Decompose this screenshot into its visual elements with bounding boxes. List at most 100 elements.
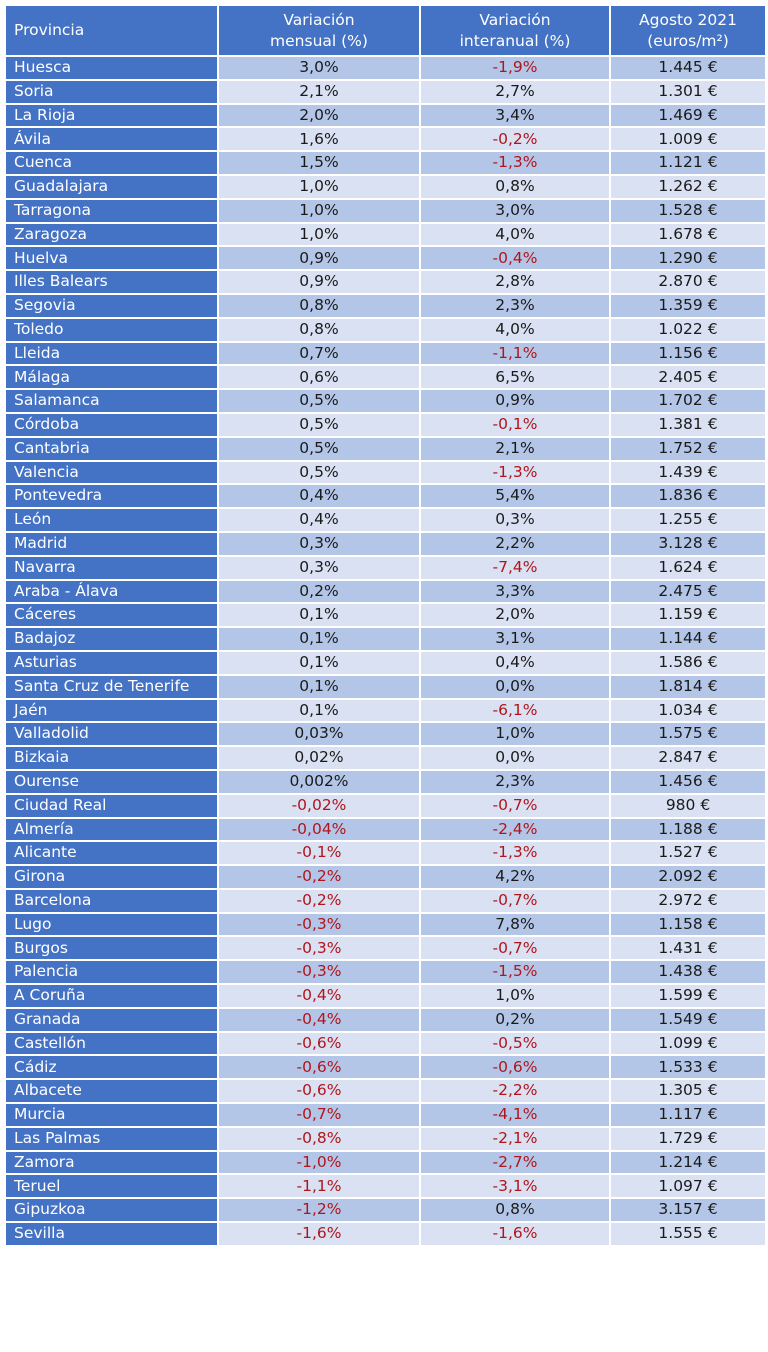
variacion-mensual-cell: -0,4% xyxy=(217,983,421,1009)
variacion-mensual-cell: -1,1% xyxy=(217,1173,421,1200)
header-row: Provincia Variación mensual (%) Variación… xyxy=(4,4,767,57)
provincia-cell: Asturias xyxy=(4,649,219,676)
header-line: (euros/m²) xyxy=(647,31,729,50)
precio-cell: 1.117 € xyxy=(609,1102,767,1128)
variacion-interanual-cell: 5,4% xyxy=(419,483,611,510)
header-line: Variación xyxy=(479,10,551,29)
precio-cell: 3.157 € xyxy=(609,1197,767,1224)
table-row: Granada -0,4% 0,2% 1.549 € xyxy=(4,1006,767,1033)
variacion-interanual-cell: -1,3% xyxy=(419,459,611,486)
variacion-interanual-cell: 7,8% xyxy=(419,911,611,938)
precio-cell: 1.586 € xyxy=(609,649,767,676)
variacion-interanual-cell: 0,9% xyxy=(419,388,611,414)
table-row: Ourense 0,002% 2,3% 1.456 € xyxy=(4,768,767,795)
table-row: Santa Cruz de Tenerife 0,1% 0,0% 1.814 € xyxy=(4,673,767,700)
precio-cell: 1.034 € xyxy=(609,697,767,724)
variacion-interanual-cell: 4,2% xyxy=(419,864,611,890)
variacion-mensual-cell: -0,04% xyxy=(217,816,421,843)
variacion-mensual-cell: -1,0% xyxy=(217,1149,421,1176)
variacion-mensual-cell: -0,7% xyxy=(217,1102,421,1128)
provincia-cell: Jaén xyxy=(4,697,219,724)
precio-cell: 1.456 € xyxy=(609,768,767,795)
precio-cell: 1.188 € xyxy=(609,816,767,843)
table-row: Ciudad Real -0,02% -0,7% 980 € xyxy=(4,792,767,819)
provincia-cell: Córdoba xyxy=(4,411,219,438)
precio-cell: 1.431 € xyxy=(609,935,767,962)
header-provincia: Provincia xyxy=(4,4,219,57)
variacion-interanual-cell: -1,3% xyxy=(419,150,611,176)
precio-cell: 1.255 € xyxy=(609,507,767,533)
table-row: Almería -0,04% -2,4% 1.188 € xyxy=(4,816,767,843)
precio-cell: 1.359 € xyxy=(609,292,767,319)
table-row: Jaén 0,1% -6,1% 1.034 € xyxy=(4,697,767,724)
header-line: Agosto 2021 xyxy=(639,10,737,29)
precio-cell: 1.009 € xyxy=(609,126,767,153)
variacion-mensual-cell: 0,1% xyxy=(217,626,421,652)
variacion-mensual-cell: 0,1% xyxy=(217,673,421,700)
variacion-mensual-cell: 0,9% xyxy=(217,245,421,272)
precio-cell: 1.752 € xyxy=(609,435,767,462)
provincia-cell: Almería xyxy=(4,816,219,843)
table-row: Zaragoza 1,0% 4,0% 1.678 € xyxy=(4,221,767,248)
precio-cell: 1.624 € xyxy=(609,554,767,581)
provincia-cell: A Coruña xyxy=(4,983,219,1009)
provincia-cell: Tarragona xyxy=(4,197,219,224)
table-row: Badajoz 0,1% 3,1% 1.144 € xyxy=(4,626,767,652)
precio-cell: 1.814 € xyxy=(609,673,767,700)
provincia-cell: Soria xyxy=(4,78,219,105)
variacion-mensual-cell: 0,3% xyxy=(217,554,421,581)
provincia-cell: Badajoz xyxy=(4,626,219,652)
table-row: Araba - Álava 0,2% 3,3% 2.475 € xyxy=(4,578,767,605)
table-row: Zamora -1,0% -2,7% 1.214 € xyxy=(4,1149,767,1176)
variacion-interanual-cell: -0,1% xyxy=(419,411,611,438)
variacion-mensual-cell: -0,3% xyxy=(217,959,421,986)
precio-cell: 1.729 € xyxy=(609,1125,767,1152)
precio-cell: 1.144 € xyxy=(609,626,767,652)
precio-cell: 1.262 € xyxy=(609,173,767,200)
variacion-interanual-cell: -2,2% xyxy=(419,1078,611,1105)
variacion-mensual-cell: 0,1% xyxy=(217,602,421,629)
variacion-mensual-cell: 1,5% xyxy=(217,150,421,176)
variacion-interanual-cell: 0,8% xyxy=(419,173,611,200)
table-row: Asturias 0,1% 0,4% 1.586 € xyxy=(4,649,767,676)
precio-cell: 1.301 € xyxy=(609,78,767,105)
variacion-mensual-cell: 0,8% xyxy=(217,316,421,343)
table-row: La Rioja 2,0% 3,4% 1.469 € xyxy=(4,102,767,129)
variacion-interanual-cell: 0,0% xyxy=(419,745,611,771)
variacion-interanual-cell: -3,1% xyxy=(419,1173,611,1200)
variacion-interanual-cell: -4,1% xyxy=(419,1102,611,1128)
precio-cell: 1.439 € xyxy=(609,459,767,486)
table-row: Tarragona 1,0% 3,0% 1.528 € xyxy=(4,197,767,224)
header-precio: Agosto 2021 (euros/m²) xyxy=(609,4,767,57)
table-row: Palencia -0,3% -1,5% 1.438 € xyxy=(4,959,767,986)
provincia-cell: La Rioja xyxy=(4,102,219,129)
variacion-interanual-cell: -1,6% xyxy=(419,1221,611,1247)
table-row: Albacete -0,6% -2,2% 1.305 € xyxy=(4,1078,767,1105)
variacion-mensual-cell: 2,0% xyxy=(217,102,421,129)
provincia-cell: Huelva xyxy=(4,245,219,272)
table-row: Gipuzkoa -1,2% 0,8% 3.157 € xyxy=(4,1197,767,1224)
variacion-interanual-cell: 3,1% xyxy=(419,626,611,652)
variacion-mensual-cell: 0,4% xyxy=(217,507,421,533)
precio-cell: 1.599 € xyxy=(609,983,767,1009)
table-row: Pontevedra 0,4% 5,4% 1.836 € xyxy=(4,483,767,510)
table-row: Navarra 0,3% -7,4% 1.624 € xyxy=(4,554,767,581)
table-row: Toledo 0,8% 4,0% 1.022 € xyxy=(4,316,767,343)
precio-cell: 1.527 € xyxy=(609,840,767,867)
variacion-mensual-cell: 0,5% xyxy=(217,435,421,462)
table-row: Alicante -0,1% -1,3% 1.527 € xyxy=(4,840,767,867)
provincia-cell: Pontevedra xyxy=(4,483,219,510)
precio-cell: 1.305 € xyxy=(609,1078,767,1105)
table-row: Bizkaia 0,02% 0,0% 2.847 € xyxy=(4,745,767,771)
variacion-interanual-cell: 2,7% xyxy=(419,78,611,105)
precio-cell: 1.022 € xyxy=(609,316,767,343)
provincia-cell: Santa Cruz de Tenerife xyxy=(4,673,219,700)
variacion-interanual-cell: -1,1% xyxy=(419,340,611,367)
provincia-cell: Ávila xyxy=(4,126,219,153)
table-row: Teruel -1,1% -3,1% 1.097 € xyxy=(4,1173,767,1200)
variacion-interanual-cell: 4,0% xyxy=(419,316,611,343)
provincia-cell: Bizkaia xyxy=(4,745,219,771)
table-row: Valladolid 0,03% 1,0% 1.575 € xyxy=(4,721,767,748)
variacion-mensual-cell: -1,6% xyxy=(217,1221,421,1247)
provincia-cell: Málaga xyxy=(4,364,219,391)
